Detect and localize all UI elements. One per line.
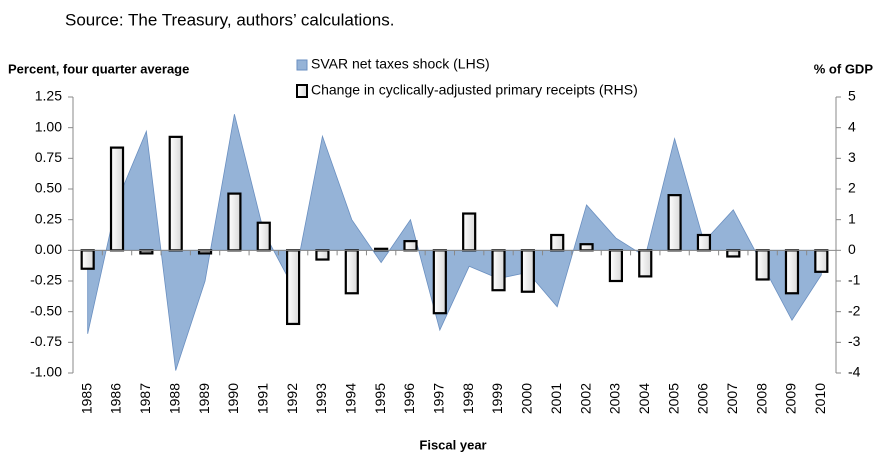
bar (667, 194, 682, 252)
bar (608, 249, 624, 283)
x-tick-label: 1985 (78, 383, 94, 414)
x-tick-label: 1997 (431, 383, 447, 414)
bar (315, 249, 330, 261)
x-tick-label: 1996 (401, 383, 417, 414)
y2-tick-label: 1 (848, 210, 856, 226)
x-tick-label: 2003 (607, 383, 623, 414)
bar (227, 192, 242, 252)
bar (109, 146, 125, 252)
bar (168, 135, 183, 252)
y-tick-label: -0.50 (30, 302, 62, 318)
x-tick-label: 1995 (372, 383, 388, 414)
x-tick-label: 1993 (313, 383, 329, 414)
legend-swatch (296, 59, 308, 71)
y-tick-label: 0.00 (35, 241, 62, 257)
bar (755, 249, 770, 281)
x-tick-label: 2010 (812, 383, 828, 414)
bar (432, 249, 447, 315)
y2-tick-label: -4 (848, 364, 861, 380)
bar (80, 249, 95, 270)
x-tick-label: 1998 (460, 383, 476, 414)
bar (344, 249, 359, 295)
y-tick-label: -0.75 (30, 333, 62, 349)
legend-label: Change in cyclically-adjusted primary re… (311, 82, 638, 98)
y-tick-label: -1.00 (30, 364, 62, 380)
bar (285, 249, 301, 326)
x-tick-label: 1994 (342, 383, 358, 414)
x-tick-label: 1992 (284, 383, 300, 414)
x-tick-label: 2008 (753, 383, 769, 414)
y2-tick-label: 5 (848, 88, 856, 104)
y2-tick-label: -2 (848, 302, 861, 318)
x-tick-label: 1986 (108, 383, 124, 414)
bar (784, 249, 800, 295)
y2-tick-label: -3 (848, 333, 861, 349)
bar (696, 233, 712, 252)
y-tick-label: 1.25 (35, 88, 62, 104)
x-tick-label: 1991 (254, 383, 270, 414)
bar (491, 249, 506, 292)
area (87, 114, 822, 371)
x-tick-label: 2005 (665, 383, 681, 414)
y-tick-label: 1.00 (35, 118, 62, 134)
y2-tick-label: 3 (848, 149, 856, 165)
bar (520, 249, 535, 293)
y2-tick-label: 2 (848, 180, 856, 196)
y2-tick-label: 0 (848, 241, 856, 257)
legend-label: SVAR net taxes shock (LHS) (311, 56, 490, 72)
bar (462, 212, 477, 252)
y-tick-label: 0.50 (35, 180, 62, 196)
y-tick-label: 0.25 (35, 210, 62, 226)
x-tick-label: 2002 (577, 383, 593, 414)
x-tick-label: 1990 (225, 383, 241, 414)
bar (814, 249, 829, 273)
y2-axis-title: % of GDP (814, 61, 874, 76)
x-tick-label: 2007 (724, 383, 740, 414)
bar (403, 240, 418, 252)
x-tick-label: 1987 (137, 383, 153, 414)
y2-tick-label: -1 (848, 272, 861, 288)
x-axis-title: Fiscal year (419, 437, 486, 452)
bar (550, 233, 565, 252)
legend-swatch (296, 84, 308, 98)
bar (726, 249, 741, 258)
y2-tick-label: 4 (848, 118, 856, 134)
y-axis-title: Percent, four quarter average (8, 61, 189, 76)
x-tick-label: 2000 (519, 383, 535, 414)
x-tick-label: 2009 (783, 383, 799, 414)
x-tick-label: 1999 (489, 383, 505, 414)
x-tick-label: 2006 (695, 383, 711, 414)
x-tick-label: 1989 (196, 383, 212, 414)
x-tick-label: 2004 (636, 383, 652, 414)
bar (579, 243, 594, 252)
bar (638, 249, 653, 278)
x-tick-label: 2001 (548, 383, 564, 414)
x-tick-label: 1988 (166, 383, 182, 414)
y-tick-label: -0.25 (30, 272, 62, 288)
source-note: Source: The Treasury, authors’ calculati… (65, 10, 394, 29)
y-tick-label: 0.75 (35, 149, 62, 165)
bar (256, 221, 271, 252)
